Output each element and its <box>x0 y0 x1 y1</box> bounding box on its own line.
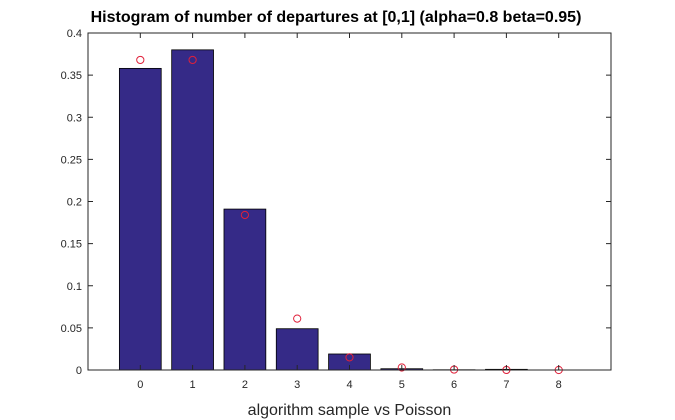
bar-series <box>118 49 528 371</box>
x-tick-label: 3 <box>294 379 300 391</box>
poisson-point <box>293 314 302 323</box>
x-axis: 0 1 2 3 4 5 6 7 8 <box>137 33 562 391</box>
x-axis-label: algorithm sample vs Poisson <box>248 402 452 419</box>
x-tick-label: 5 <box>399 379 405 391</box>
bar <box>118 67 162 371</box>
poisson-point <box>188 55 197 65</box>
x-tick-label: 1 <box>190 379 196 391</box>
y-tick-label: 0.4 <box>67 28 82 40</box>
y-tick-label: 0.05 <box>61 323 82 335</box>
poisson-point <box>345 353 354 362</box>
bar <box>171 49 214 371</box>
y-tick-label: 0.1 <box>67 281 82 293</box>
bar <box>275 328 319 371</box>
poisson-point <box>397 363 406 372</box>
x-tick-label: 2 <box>242 379 248 391</box>
y-tick-label: 0.35 <box>61 70 82 82</box>
y-tick-label: 0.25 <box>61 154 82 166</box>
plot-background <box>88 33 611 370</box>
plot-area: 0 1 2 3 4 5 6 7 8 0 0.05 0.1 0.15 0.2 0.25 0.3 0.35 0.4 <box>61 28 612 391</box>
x-tick-label: 0 <box>137 379 143 391</box>
y-tick-label: 0.3 <box>67 112 82 124</box>
x-tick-label: 7 <box>503 379 509 391</box>
y-tick-label: 0.15 <box>61 239 82 251</box>
y-tick-label: 0.2 <box>67 197 82 209</box>
poisson-point <box>136 55 145 65</box>
x-tick-label: 4 <box>346 379 352 391</box>
x-tick-label: 6 <box>451 379 457 391</box>
x-tick-label: 8 <box>556 379 562 391</box>
y-tick-label: 0 <box>76 365 82 377</box>
chart-title: Histogram of number of departures at [0,… <box>91 9 582 26</box>
poisson-point <box>240 210 249 220</box>
y-axis: 0 0.05 0.1 0.15 0.2 0.25 0.3 0.35 0.4 <box>61 28 611 377</box>
bar <box>223 208 267 371</box>
